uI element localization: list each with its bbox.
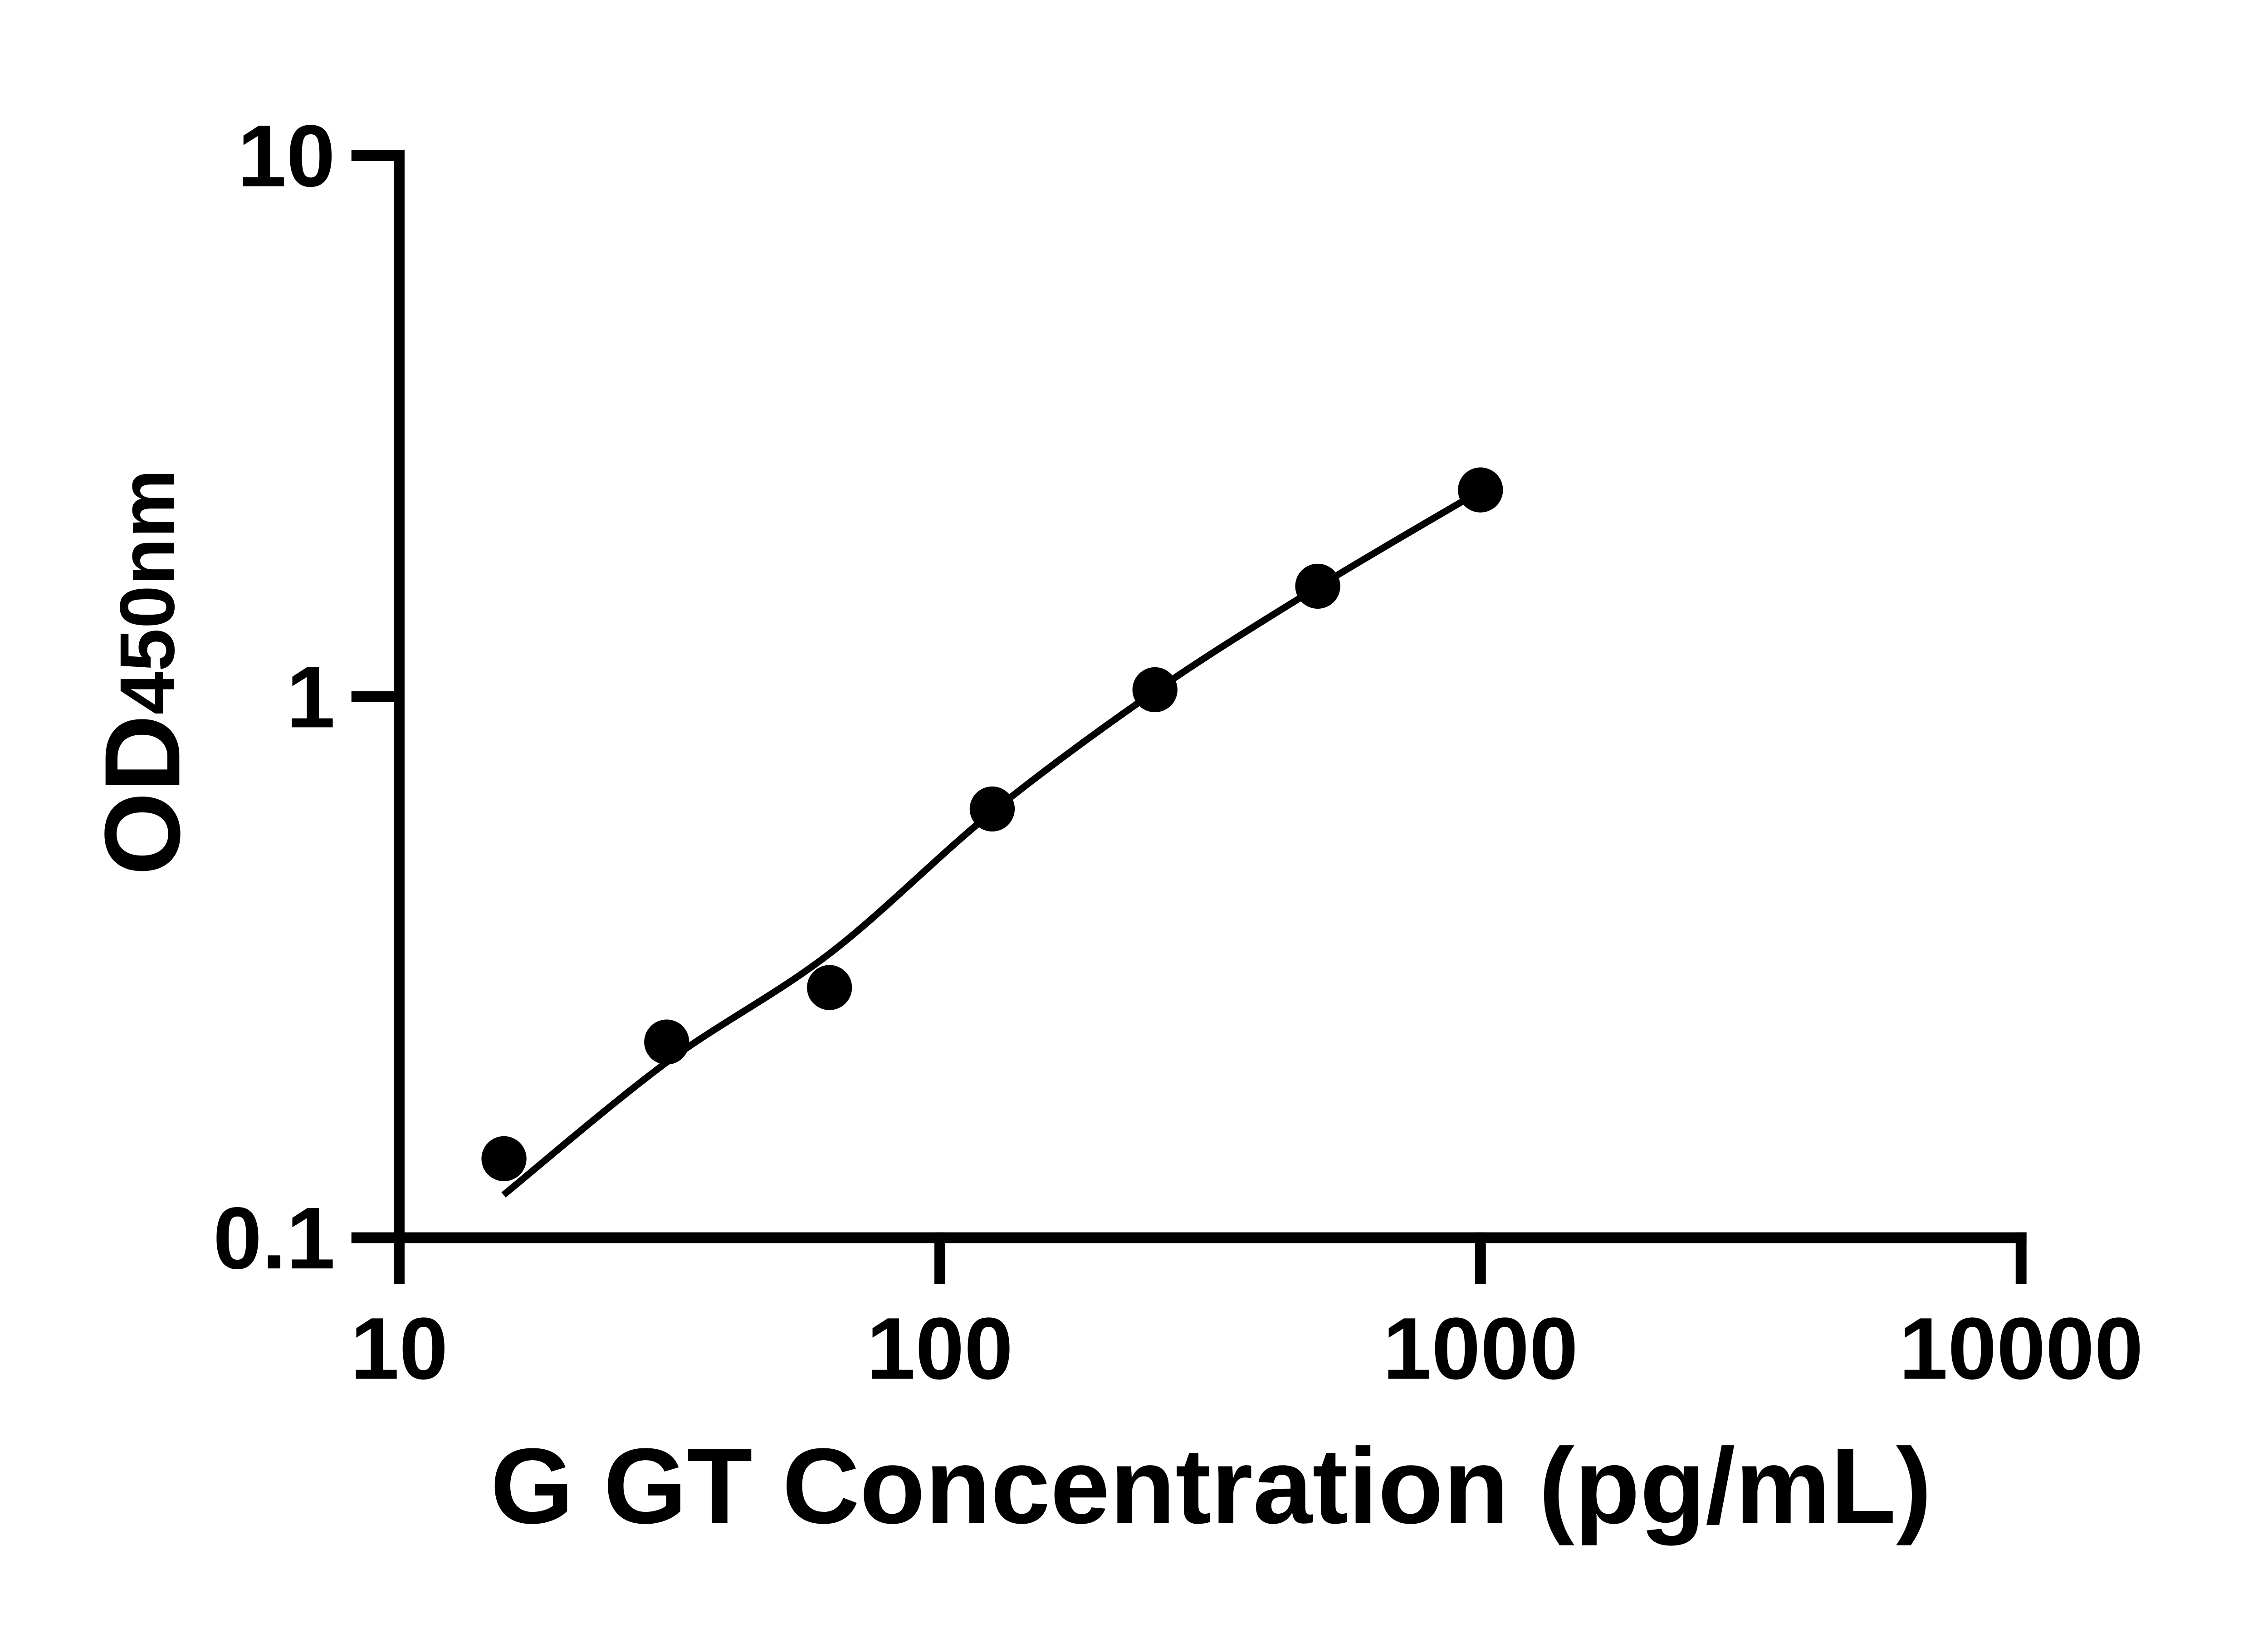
y-tick-label-10: 10	[238, 107, 335, 205]
od-subscript-label: 450nm	[104, 469, 191, 714]
x-tick-label-1000: 1000	[1383, 1300, 1578, 1398]
data-point	[644, 1019, 689, 1065]
y-axis-title: OD450nm	[83, 469, 202, 875]
y-tick-label-1: 1	[286, 648, 335, 746]
data-point	[969, 786, 1015, 832]
data-point	[1295, 563, 1340, 609]
od-label: OD	[83, 715, 202, 876]
data-point	[807, 965, 852, 1010]
x-tick-label-10000: 10000	[1899, 1300, 2143, 1398]
data-point	[481, 1136, 527, 1182]
data-point	[1132, 667, 1178, 713]
y-tick-label-0.1: 0.1	[213, 1189, 335, 1287]
data-point	[1458, 467, 1503, 513]
x-tick-label-100: 100	[866, 1300, 1013, 1398]
x-tick-label-10: 10	[350, 1300, 448, 1398]
plot-layer	[481, 467, 1503, 1198]
x-axis-title: G GT Concentration (pg/mL)	[490, 1426, 1932, 1546]
